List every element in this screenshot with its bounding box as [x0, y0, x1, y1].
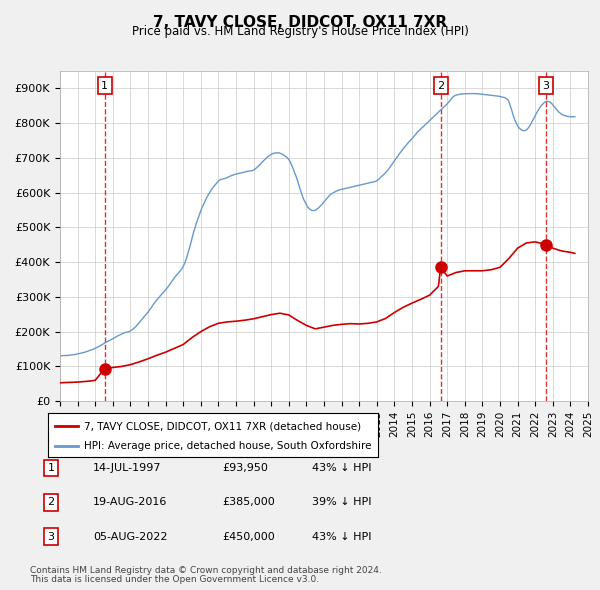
Text: 1: 1 [101, 81, 108, 91]
Text: 43% ↓ HPI: 43% ↓ HPI [312, 532, 371, 542]
Text: 3: 3 [47, 532, 55, 542]
Text: 1: 1 [47, 463, 55, 473]
Text: 2: 2 [47, 497, 55, 507]
Text: Contains HM Land Registry data © Crown copyright and database right 2024.: Contains HM Land Registry data © Crown c… [30, 566, 382, 575]
Text: £450,000: £450,000 [222, 532, 275, 542]
Text: 7, TAVY CLOSE, DIDCOT, OX11 7XR (detached house): 7, TAVY CLOSE, DIDCOT, OX11 7XR (detache… [84, 421, 361, 431]
Text: Price paid vs. HM Land Registry's House Price Index (HPI): Price paid vs. HM Land Registry's House … [131, 25, 469, 38]
Text: This data is licensed under the Open Government Licence v3.0.: This data is licensed under the Open Gov… [30, 575, 319, 584]
Text: 05-AUG-2022: 05-AUG-2022 [93, 532, 167, 542]
Text: 7, TAVY CLOSE, DIDCOT, OX11 7XR: 7, TAVY CLOSE, DIDCOT, OX11 7XR [153, 15, 447, 30]
Text: 19-AUG-2016: 19-AUG-2016 [93, 497, 167, 507]
Text: 2: 2 [437, 81, 444, 91]
Text: 14-JUL-1997: 14-JUL-1997 [93, 463, 161, 473]
Text: £385,000: £385,000 [222, 497, 275, 507]
Text: £93,950: £93,950 [222, 463, 268, 473]
Text: HPI: Average price, detached house, South Oxfordshire: HPI: Average price, detached house, Sout… [84, 441, 372, 451]
Text: 3: 3 [542, 81, 549, 91]
Text: 39% ↓ HPI: 39% ↓ HPI [312, 497, 371, 507]
Text: 43% ↓ HPI: 43% ↓ HPI [312, 463, 371, 473]
